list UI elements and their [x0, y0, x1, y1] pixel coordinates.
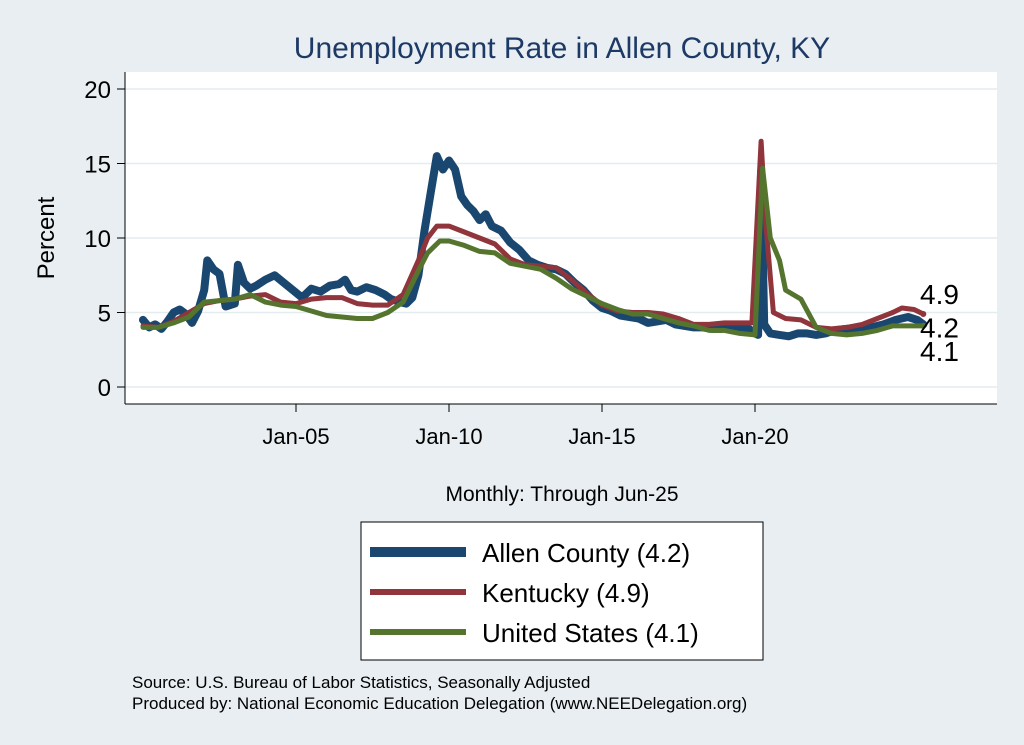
series-line-us	[140, 165, 926, 338]
x-tick-label: Jan-15	[568, 424, 635, 449]
series-line-kentucky	[140, 138, 926, 332]
chart-title: Unemployment Rate in Allen County, KY	[294, 32, 830, 65]
source-line-1: Source: U.S. Bureau of Labor Statistics,…	[132, 673, 590, 692]
x-tick-label: Jan-05	[262, 424, 329, 449]
legend-label-us: United States (4.1)	[482, 618, 699, 648]
legend: Allen County (4.2) Kentucky (4.9) United…	[360, 521, 764, 661]
grid-lines	[125, 88, 997, 388]
end-value-label: 4.2	[920, 312, 959, 343]
end-value-label: 4.1	[920, 336, 959, 367]
y-tick-label: 20	[84, 77, 111, 104]
y-tick-label: 15	[84, 152, 111, 179]
series-lines	[139, 138, 928, 341]
series-line-allen	[139, 152, 928, 341]
x-axis-title: Monthly: Through Jun-25	[445, 483, 678, 506]
y-tick-label: 0	[98, 375, 111, 402]
end-point	[920, 322, 927, 329]
x-ticks: Jan-05 Jan-10 Jan-15 Jan-20	[262, 404, 789, 449]
y-tick-label: 10	[84, 226, 111, 253]
source-line-2: Produced by: National Economic Education…	[132, 694, 747, 713]
x-tick-label: Jan-10	[415, 424, 482, 449]
end-point	[920, 310, 927, 317]
y-ticks: 0 5 10 15 20	[84, 77, 125, 402]
legend-label-allen: Allen County (4.2)	[482, 538, 690, 568]
end-value-label: 4.9	[920, 279, 959, 310]
y-axis-title: Percent	[33, 196, 60, 279]
y-tick-label: 5	[98, 301, 111, 328]
end-labels: 4.94.24.1	[920, 279, 959, 367]
legend-label-kentucky: Kentucky (4.9)	[482, 578, 650, 608]
x-tick-label: Jan-20	[721, 424, 788, 449]
